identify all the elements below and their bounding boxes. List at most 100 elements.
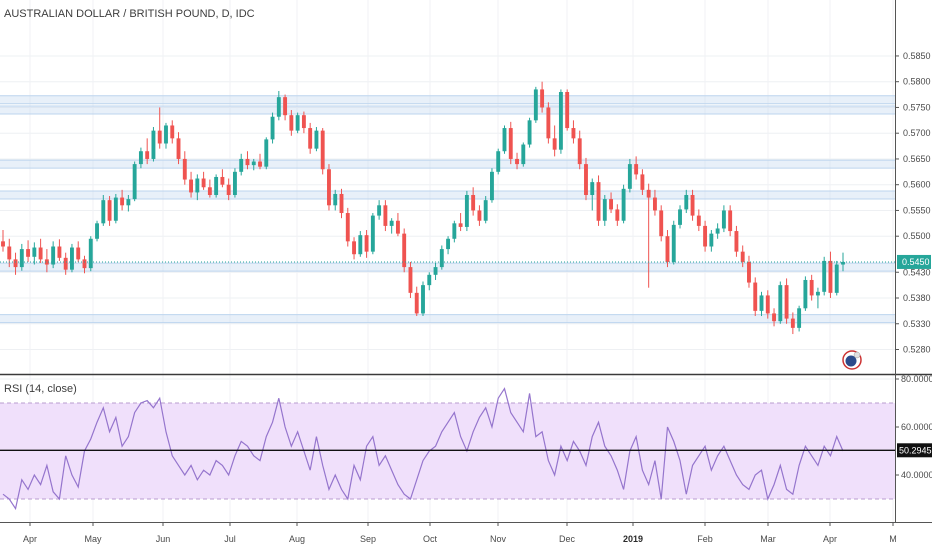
candle-body — [57, 246, 62, 258]
candle-body — [13, 259, 18, 268]
candle-up — [715, 223, 720, 239]
candle-up — [32, 242, 37, 265]
candle-up — [270, 112, 275, 144]
candle-body — [7, 246, 12, 260]
candle-down — [414, 286, 419, 317]
candle-body — [201, 178, 206, 188]
candle-body — [352, 241, 356, 255]
candle-up — [138, 147, 143, 169]
candle-body — [120, 197, 125, 206]
month-label: May — [84, 534, 102, 544]
candle-body — [590, 182, 595, 195]
candle-down — [458, 213, 463, 232]
candle-up — [684, 189, 689, 214]
candle-down — [665, 230, 670, 268]
candle-body — [458, 223, 463, 227]
time-axis[interactable]: Apr May Jun Jul Aug Sep Oct Nov Dec 2019 Feb Mar Apr… — [23, 522, 897, 544]
candle-up — [446, 236, 451, 255]
candle-down — [1, 230, 5, 252]
flag-icon-globe — [845, 355, 857, 367]
price-axis-label: 0.5850 — [903, 51, 931, 61]
price-axis[interactable]: 0.5280 0.5330 0.5380 0.5430 0.5500 0.5550 0.56… — [895, 51, 931, 355]
candle-down — [765, 290, 770, 319]
candle-up — [427, 272, 432, 291]
candle-body — [151, 130, 156, 159]
candle-up — [621, 184, 626, 224]
candle-up — [377, 200, 382, 220]
candle-down — [471, 187, 476, 216]
candle-body — [301, 115, 306, 129]
candle-body — [797, 308, 802, 328]
flag-icon[interactable] — [842, 350, 862, 370]
candle-up — [276, 90, 281, 121]
candle-body — [490, 171, 494, 201]
candle-up — [264, 137, 269, 170]
candle-body — [483, 200, 488, 221]
candle-up — [671, 220, 676, 265]
candle-body — [345, 213, 350, 242]
rsi-last-value-badge: 50.2945 — [897, 443, 932, 458]
candle-up — [126, 195, 131, 212]
candle-body — [439, 249, 444, 268]
candle-down — [790, 312, 795, 335]
month-label: M — [889, 534, 897, 544]
candle-body — [264, 139, 269, 167]
candle-body — [70, 247, 74, 270]
candle-body — [464, 195, 469, 227]
candle-body — [584, 164, 588, 195]
candle-body — [389, 220, 394, 226]
candle-body — [596, 182, 601, 221]
candle-up — [721, 205, 726, 233]
candle-up — [358, 231, 363, 257]
candle-body — [402, 233, 407, 268]
candle-body — [571, 128, 576, 139]
candle-up — [19, 243, 24, 271]
candle-down — [828, 251, 833, 298]
month-label: Apr — [823, 534, 837, 544]
candle-body — [333, 193, 338, 206]
price-axis-label: 0.5750 — [903, 102, 931, 112]
candle-body — [721, 210, 726, 229]
candle-body — [703, 225, 708, 247]
candle-down — [477, 205, 482, 226]
candle-body — [471, 195, 476, 211]
candle-down — [728, 205, 733, 237]
candle-down — [364, 230, 369, 258]
candle-down — [640, 169, 645, 195]
candle-up — [433, 262, 438, 280]
candle-up — [295, 112, 300, 134]
candle-up — [627, 158, 632, 193]
candle-body — [82, 259, 87, 269]
candle-body — [527, 120, 532, 145]
candle-down — [220, 169, 225, 188]
candle-up — [421, 281, 425, 317]
candle-body — [477, 210, 482, 221]
candle-up — [797, 305, 802, 332]
flag-icon-dot — [853, 351, 861, 359]
candle-up — [590, 178, 595, 211]
candle-body — [245, 158, 250, 166]
candle-up — [527, 117, 532, 148]
candle-down — [82, 255, 87, 274]
last-price-badge-background — [897, 254, 931, 269]
candle-up — [195, 174, 200, 201]
candle-body — [790, 318, 795, 328]
candle-body — [19, 249, 24, 268]
candle-body — [226, 184, 231, 195]
candle-down — [320, 128, 325, 175]
rsi-line — [2, 387, 844, 511]
candle-body — [88, 238, 93, 269]
candle-up — [113, 193, 118, 224]
candle-down — [170, 120, 175, 144]
candle-down — [189, 171, 194, 198]
rsi-axis[interactable]: 40.0000 60.0000 80.0000 — [895, 374, 932, 480]
candle-body — [51, 246, 56, 265]
month-label: Jul — [224, 534, 236, 544]
candle-body — [753, 282, 758, 311]
candle-body — [38, 247, 43, 260]
candle-body — [433, 267, 438, 275]
month-label: Dec — [559, 534, 576, 544]
candle-down — [26, 240, 31, 262]
candle-body — [627, 164, 632, 189]
